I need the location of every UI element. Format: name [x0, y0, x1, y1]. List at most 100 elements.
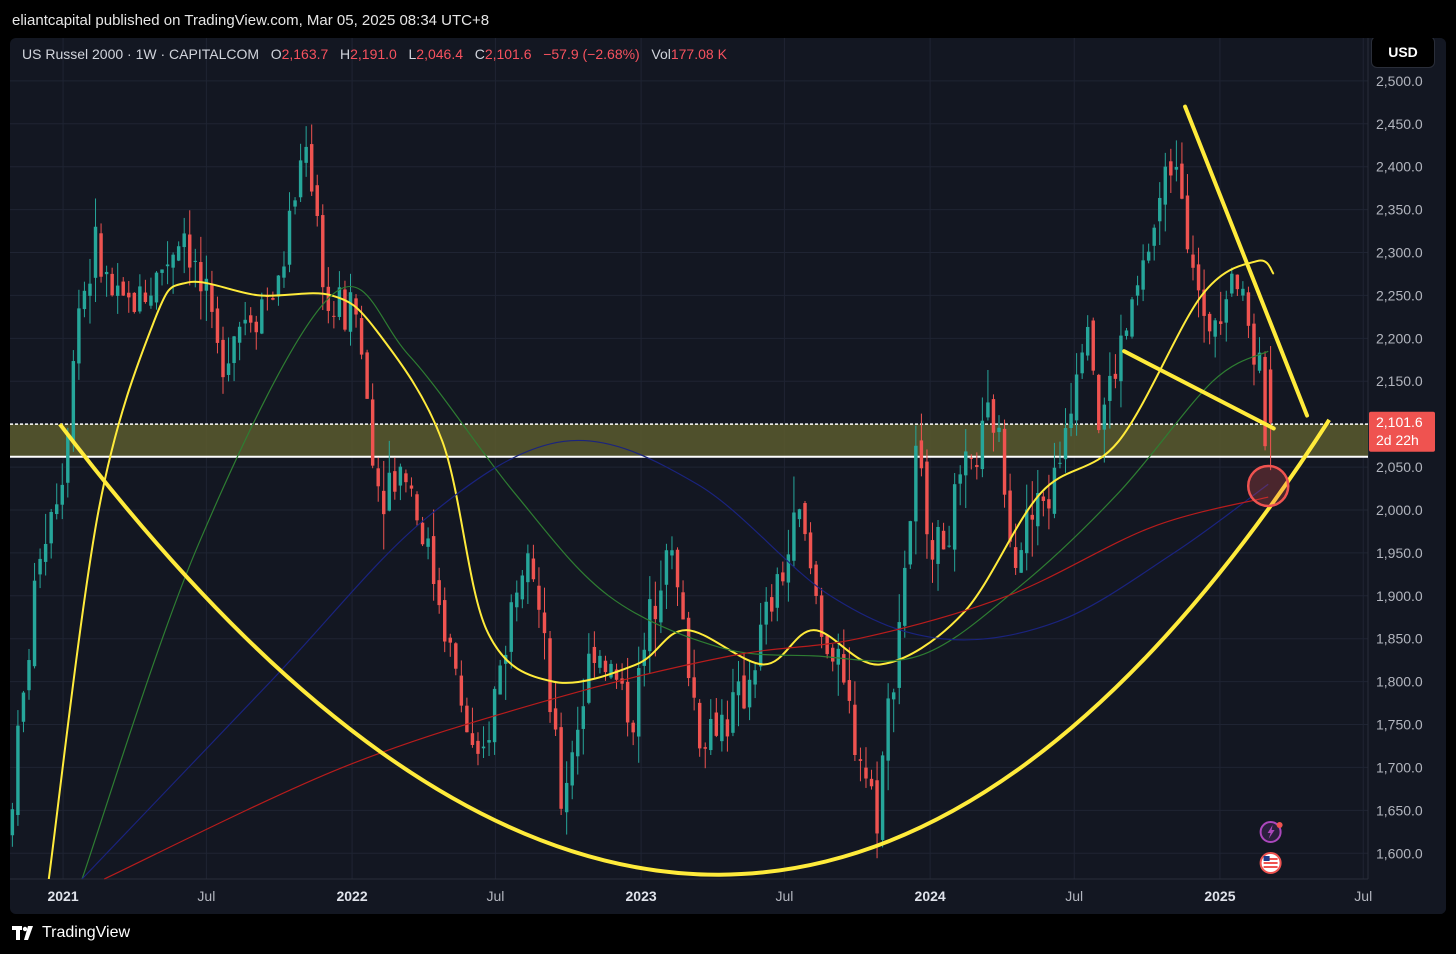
candle-body [343, 289, 347, 330]
candle-body [110, 273, 114, 296]
candle-body [825, 635, 829, 655]
candle-body [393, 471, 397, 492]
candle-body [531, 558, 536, 580]
candle-body [526, 553, 530, 583]
y-tick-label: 2,300.0 [1376, 245, 1423, 261]
candle-body [653, 605, 658, 620]
candle-body [304, 146, 308, 163]
candle-body [842, 654, 846, 683]
candle-body [276, 275, 281, 297]
candle-body [332, 315, 336, 317]
candle-body [941, 530, 946, 550]
footer-bar: TradingView [0, 914, 1456, 954]
y-tick-label: 2,350.0 [1376, 202, 1423, 218]
candle-body [786, 554, 791, 583]
candle-body [548, 638, 552, 713]
symbol-name[interactable]: US Russel 2000 · 1W · CAPITALCOM [22, 46, 260, 62]
candle-body [1191, 254, 1195, 268]
open-label: O [270, 46, 282, 62]
candle-body [980, 420, 985, 470]
candle-body [1030, 514, 1034, 520]
candle-body [154, 272, 159, 303]
open-value: 2,163.7 [281, 46, 329, 62]
candle-body [1146, 251, 1151, 261]
candle-body [66, 435, 70, 483]
candle-body [1041, 496, 1046, 501]
x-tick-label: Jul [1354, 888, 1372, 904]
candle-body [1163, 166, 1168, 205]
candle-body [165, 264, 170, 267]
y-tick-label: 1,850.0 [1376, 631, 1423, 647]
brand-logo[interactable]: TradingView [12, 924, 130, 942]
candle-body [337, 287, 342, 317]
currency-button[interactable]: USD [1371, 38, 1435, 68]
candle-body [709, 718, 713, 751]
candle-body [836, 648, 840, 665]
candle-body [670, 550, 674, 556]
candle-body [370, 399, 375, 466]
trendline-drawing [1122, 349, 1276, 431]
x-tick-label: Jul [775, 888, 793, 904]
candle-body [792, 512, 796, 561]
x-tick-label: 2025 [1204, 888, 1235, 904]
candle-body [1169, 161, 1173, 176]
chart-canvas[interactable]: 1,600.0 1,650.0 1,700.0 1,750.0 1,800.0 1,850… [10, 38, 1446, 914]
candle-body [553, 708, 558, 730]
close-label: C [474, 46, 485, 62]
candle-body [1074, 374, 1079, 421]
y-tick-label: 1,650.0 [1376, 802, 1423, 818]
y-tick-label: 2,500.0 [1376, 73, 1423, 89]
close-value: 2,101.6 [484, 46, 532, 62]
candle-body [243, 319, 247, 324]
y-tick-label: 2,000.0 [1376, 502, 1423, 518]
candle-body [293, 200, 297, 207]
low-label: L [408, 46, 417, 62]
y-tick-label: 2,250.0 [1376, 287, 1423, 303]
candle-body [975, 465, 979, 468]
candle-body [232, 336, 236, 364]
candle-body [758, 624, 763, 667]
y-tick-label: 2,200.0 [1376, 330, 1423, 346]
candle-body [138, 286, 142, 312]
candle-body [226, 363, 231, 375]
moving-average-red [103, 496, 1269, 880]
candle-body [831, 647, 835, 662]
candle-body [465, 705, 469, 733]
candle-body [659, 590, 663, 623]
candle-body [609, 663, 613, 678]
y-tick-label: 2,150.0 [1376, 373, 1423, 389]
candle-body [853, 704, 857, 756]
candle-body [143, 292, 148, 303]
candle-body [1235, 274, 1240, 290]
candle-body [454, 643, 458, 669]
candle-body [803, 503, 807, 535]
y-tick-label: 1,700.0 [1376, 759, 1423, 775]
moving-average-green [81, 286, 1269, 880]
candle-body [10, 809, 15, 836]
chart-frame[interactable]: 1,600.0 1,650.0 1,700.0 1,750.0 1,800.0 1,850… [10, 38, 1446, 914]
highlight-circle-drawing [1246, 464, 1290, 508]
tradingview-logo-icon [12, 926, 33, 940]
price-tag [1369, 411, 1435, 452]
candle-body [1207, 313, 1212, 332]
candle-body [747, 679, 752, 708]
candle-body [298, 160, 303, 198]
x-tick-label: Jul [1065, 888, 1083, 904]
candle-body [49, 511, 53, 544]
candle-body [969, 457, 974, 459]
candle-body [321, 215, 325, 288]
candle-body [1213, 320, 1217, 337]
flag-stripe [1263, 862, 1278, 864]
brand-name: TradingView [42, 924, 131, 941]
candle-body [620, 678, 624, 684]
candle-body [952, 484, 957, 550]
candle-body [365, 352, 369, 399]
candle-body [664, 550, 669, 585]
candle-body [309, 144, 314, 192]
candle-body [1135, 285, 1140, 296]
price-tag-value: 2,101.6 [1376, 414, 1423, 430]
candle-body [88, 283, 92, 296]
candle-body [43, 543, 48, 562]
candle-body [631, 722, 635, 733]
trendline-drawing [1183, 104, 1310, 418]
